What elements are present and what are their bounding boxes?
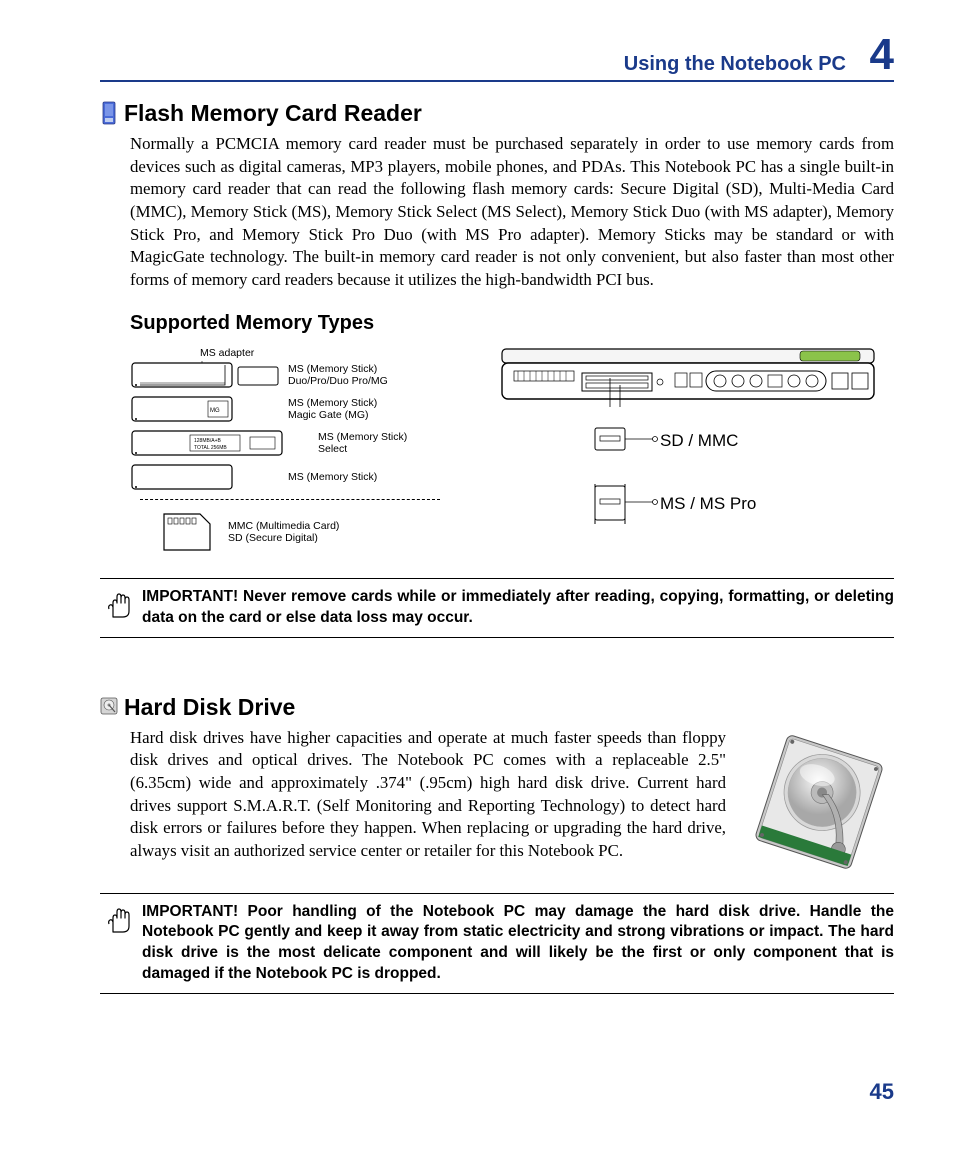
ms-adapter-label: MS adapter bbox=[200, 347, 490, 359]
hdd-section: Hard Disk Drive Hard disk drives have hi… bbox=[60, 694, 894, 877]
memory-card-row: 128MB/A+B TOTAL 256MB MS (Memory Stick) … bbox=[130, 429, 490, 457]
memory-card-row: MS (Memory Stick) Duo/Pro/Duo Pro/MG bbox=[130, 361, 490, 389]
hand-icon bbox=[100, 902, 138, 934]
svg-text:TOTAL 256MB: TOTAL 256MB bbox=[194, 445, 227, 451]
important-box-flash: IMPORTANT! Never remove cards while or i… bbox=[100, 578, 894, 638]
memory-card-row: MG MS (Memory Stick) Magic Gate (MG) bbox=[130, 395, 490, 423]
flash-body-text: Normally a PCMCIA memory card reader mus… bbox=[130, 133, 894, 292]
important-text-hdd: IMPORTANT! Poor handling of the Notebook… bbox=[138, 902, 894, 986]
memory-card-row: MS (Memory Stick) bbox=[130, 463, 490, 491]
chapter-number: 4 bbox=[870, 30, 894, 80]
card-label: MS (Memory Stick) Select bbox=[318, 431, 407, 455]
memory-diagram: MS adapter MS (Memory Stick) Duo/Pro/Duo… bbox=[130, 347, 894, 560]
slot-row-ms: MS / MS Pro bbox=[500, 484, 894, 524]
slot-row-sd: SD / MMC bbox=[500, 426, 894, 456]
page-number: 45 bbox=[870, 1079, 894, 1105]
notebook-rear-icon bbox=[500, 347, 880, 407]
section-heading-flash: Flash Memory Card Reader bbox=[100, 100, 894, 127]
card-label: MS (Memory Stick) Duo/Pro/Duo Pro/MG bbox=[288, 363, 388, 387]
ms-slot-icon bbox=[500, 484, 660, 524]
card-label: MS (Memory Stick) bbox=[288, 471, 377, 483]
important-box-hdd: IMPORTANT! Poor handling of the Notebook… bbox=[100, 893, 894, 995]
chapter-title: Using the Notebook PC bbox=[624, 53, 846, 76]
ms-select-card-icon: 128MB/A+B TOTAL 256MB bbox=[130, 429, 310, 457]
chapter-header: Using the Notebook PC 4 bbox=[100, 40, 894, 82]
section-heading-flash-text: Flash Memory Card Reader bbox=[124, 100, 422, 126]
sd-mmc-card-icon bbox=[160, 510, 220, 554]
supported-memory-heading: Supported Memory Types bbox=[130, 312, 894, 335]
card-label: MS (Memory Stick) Magic Gate (MG) bbox=[288, 397, 377, 421]
ms-card-icon bbox=[130, 463, 280, 491]
svg-text:128MB/A+B: 128MB/A+B bbox=[194, 438, 221, 444]
section-heading-hdd: Hard Disk Drive bbox=[100, 694, 894, 721]
memory-card-icon bbox=[100, 101, 118, 125]
hdd-icon bbox=[100, 694, 118, 718]
hdd-body-text: Hard disk drives have higher capacities … bbox=[130, 727, 744, 877]
card-label: MMC (Multimedia Card) SD (Secure Digital… bbox=[228, 520, 339, 544]
notebook-slots-column: SD / MMC MS / MS Pro bbox=[490, 347, 894, 560]
section-heading-hdd-text: Hard Disk Drive bbox=[124, 694, 295, 720]
slot-label-sd: SD / MMC bbox=[660, 431, 738, 451]
svg-text:MG: MG bbox=[210, 408, 220, 414]
slot-label-ms: MS / MS Pro bbox=[660, 494, 756, 514]
sd-slot-icon bbox=[500, 426, 660, 456]
ms-mg-card-icon: MG bbox=[130, 395, 280, 423]
memory-card-row: MMC (Multimedia Card) SD (Secure Digital… bbox=[160, 510, 490, 554]
hdd-photo bbox=[744, 727, 894, 877]
memory-cards-column: MS adapter MS (Memory Stick) Duo/Pro/Duo… bbox=[130, 347, 490, 560]
hand-icon bbox=[100, 587, 138, 619]
dashed-separator bbox=[140, 499, 440, 500]
ms-duo-card-icon bbox=[130, 361, 280, 389]
important-text-flash: IMPORTANT! Never remove cards while or i… bbox=[138, 587, 894, 629]
